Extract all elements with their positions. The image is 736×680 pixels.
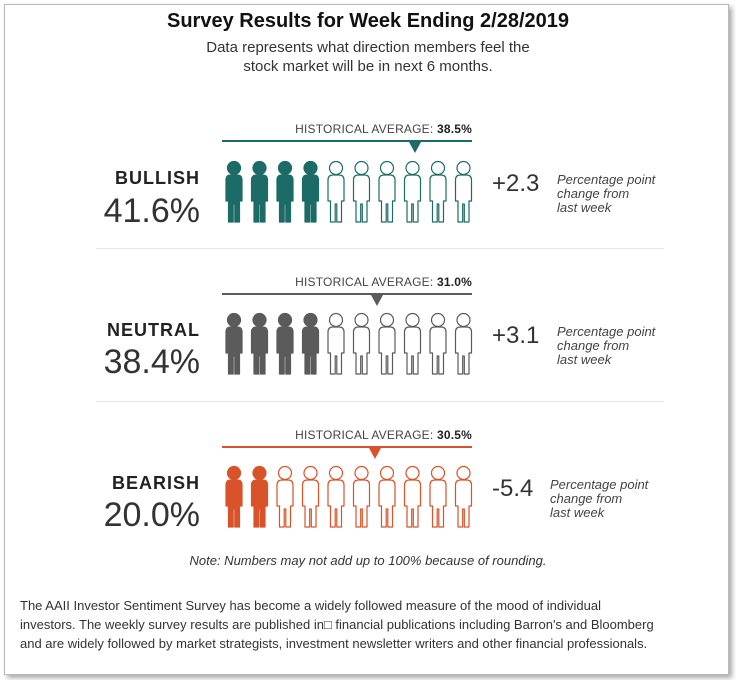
subtitle-line-2: stock market will be in next 6 months. <box>243 58 493 75</box>
person-icon-filled <box>250 160 269 223</box>
person-icon-empty <box>352 160 371 223</box>
description-line-1: The AAII Investor Sentiment Survey has b… <box>20 598 601 613</box>
change-desc-line-1: Percentage point <box>550 477 649 492</box>
person-icon-filled <box>250 312 269 375</box>
chart-title: Survey Results for Week Ending 2/28/2019 <box>166 10 570 32</box>
weekly-change-bearish: -5.4 <box>492 475 534 502</box>
sentiment-percent-neutral: 38.4% <box>103 343 200 381</box>
row-divider <box>96 401 664 402</box>
person-icon-empty <box>327 465 345 528</box>
change-desc-line-1: Percentage point <box>557 324 656 339</box>
person-icon-empty <box>378 160 396 223</box>
weekly-change-neutral: +3.1 <box>492 322 540 349</box>
historical-average-label: HISTORICAL AVERAGE: <box>295 122 434 136</box>
survey-description: The AAII Investor Sentiment Survey has b… <box>20 596 720 653</box>
chart-subtitle: Data represents what direction members f… <box>0 38 736 76</box>
rounding-note: Note: Numbers may not add up to 100% bec… <box>189 553 547 568</box>
person-icon-empty <box>403 160 422 223</box>
weekly-change-description: Percentage point change from last week <box>557 325 687 367</box>
change-desc-line-2: change from <box>557 186 630 201</box>
historical-average-marker <box>408 142 421 153</box>
sentiment-label-neutral: NEUTRAL <box>107 320 200 340</box>
historical-average-label: HISTORICAL AVERAGE: <box>295 428 434 442</box>
historical-average-value: 38.5% <box>436 122 472 136</box>
historical-average-bullish: HISTORICAL AVERAGE: 38.5% <box>222 122 472 136</box>
person-icon-empty <box>352 312 371 375</box>
historical-average-line <box>222 140 472 142</box>
person-icon-empty <box>429 312 447 375</box>
person-icon-filled <box>225 160 243 223</box>
change-desc-line-2: change from <box>550 491 623 506</box>
description-line-3: and are widely followed by market strate… <box>20 636 648 651</box>
person-icon-empty <box>454 160 473 223</box>
historical-average-label: HISTORICAL AVERAGE: <box>295 275 434 289</box>
historical-average-value: 30.5% <box>436 428 472 442</box>
description-line-2: investors. The weekly survey results are… <box>20 617 654 632</box>
person-icon-empty <box>378 312 396 375</box>
person-icon-empty <box>454 312 473 375</box>
row-divider <box>96 248 664 249</box>
person-icon-empty <box>327 312 345 375</box>
historical-average-line <box>222 446 472 448</box>
person-icon-empty <box>454 465 473 528</box>
sentiment-percent-bearish: 20.0% <box>103 496 200 534</box>
subtitle-line-1: Data represents what direction members f… <box>206 39 530 56</box>
person-icons-bearish <box>225 465 473 528</box>
historical-average-line <box>222 293 472 295</box>
historical-average-bearish: HISTORICAL AVERAGE: 30.5% <box>222 428 472 442</box>
weekly-change-bullish: +2.3 <box>492 170 540 197</box>
person-icon-empty <box>327 160 345 223</box>
weekly-change-description: Percentage point change from last week <box>557 173 687 215</box>
historical-average-value: 31.0% <box>436 275 472 289</box>
person-icon-empty <box>352 465 371 528</box>
person-icon-filled <box>276 312 294 375</box>
person-icon-empty <box>429 465 447 528</box>
change-desc-line-2: change from <box>557 338 630 353</box>
person-icon-filled <box>250 465 269 528</box>
change-desc-line-1: Percentage point <box>557 172 656 187</box>
person-icons-neutral <box>225 312 473 375</box>
person-icon-filled <box>301 160 320 223</box>
change-desc-line-3: last week <box>557 352 612 367</box>
sentiment-label-bullish: BULLISH <box>115 168 200 188</box>
person-icon-filled <box>225 312 243 375</box>
change-desc-line-3: last week <box>557 200 612 215</box>
historical-average-marker <box>368 448 381 459</box>
person-icon-empty <box>378 465 396 528</box>
person-icon-filled <box>276 160 294 223</box>
person-icon-empty <box>276 465 294 528</box>
historical-average-neutral: HISTORICAL AVERAGE: 31.0% <box>222 275 472 289</box>
person-icons-bullish <box>225 160 473 223</box>
weekly-change-description: Percentage point change from last week <box>550 478 680 520</box>
person-icon-empty <box>403 465 422 528</box>
sentiment-percent-bullish: 41.6% <box>103 192 200 230</box>
historical-average-marker <box>371 295 383 306</box>
person-icon-filled <box>301 312 320 375</box>
person-icon-empty <box>429 160 447 223</box>
sentiment-label-bearish: BEARISH <box>111 473 200 493</box>
person-icon-empty <box>403 312 422 375</box>
change-desc-line-3: last week <box>550 505 605 520</box>
person-icon-empty <box>301 465 320 528</box>
person-icon-filled <box>225 465 243 528</box>
